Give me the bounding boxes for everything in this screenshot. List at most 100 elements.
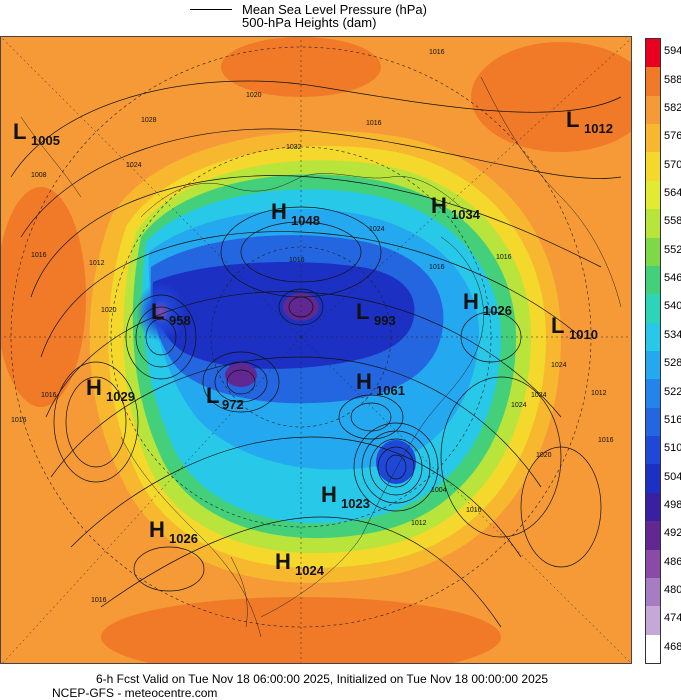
contour-label: 1012 xyxy=(411,520,427,527)
colorbar-segment xyxy=(646,67,660,97)
contour-label: 1020 xyxy=(246,92,262,99)
pressure-center: H 1023 xyxy=(321,482,370,511)
svg-text:1023: 1023 xyxy=(341,496,370,511)
svg-text:993: 993 xyxy=(374,313,396,328)
contour-label: 1024 xyxy=(369,226,385,233)
contour-label: 1016 xyxy=(429,49,445,56)
colorbar-tick-label: 468 xyxy=(664,640,681,653)
svg-text:1026: 1026 xyxy=(169,531,198,546)
height-min-south xyxy=(225,363,257,387)
colorbar-segment xyxy=(646,152,660,182)
contour-label: 1024 xyxy=(531,392,547,399)
colorbar-tick-label: 480 xyxy=(664,584,681,597)
colorbar-segment xyxy=(646,95,660,125)
colorbar-segment xyxy=(646,379,660,409)
pressure-center: H 1029 xyxy=(86,375,135,404)
svg-text:L: L xyxy=(566,107,579,132)
contour-label: 1032 xyxy=(286,144,302,151)
colorbar-tick-label: 510 xyxy=(664,442,681,455)
contour-label: 1016 xyxy=(366,120,382,127)
svg-text:L: L xyxy=(151,299,164,324)
colorbar-tick-label: 570 xyxy=(664,158,681,171)
contour-label: 1016 xyxy=(466,507,482,514)
colorbar-segment xyxy=(646,492,660,522)
contour-label: 1016 xyxy=(91,597,107,604)
pressure-center: H 1026 xyxy=(463,289,512,318)
svg-text:H: H xyxy=(275,549,291,574)
svg-text:1005: 1005 xyxy=(31,133,60,148)
colorbar-segment xyxy=(646,180,660,210)
height-min-east xyxy=(376,440,416,484)
colorbar-segment xyxy=(646,464,660,494)
meridians xyxy=(1,37,631,663)
contour-label: 1004 xyxy=(431,487,447,494)
svg-text:H: H xyxy=(149,517,165,542)
contour-label: 1024 xyxy=(126,162,142,169)
height-colorbar xyxy=(645,38,661,664)
pressure-center: H 1048 xyxy=(271,199,320,228)
colorbar-segment xyxy=(646,407,660,437)
pressure-center: L 1005 xyxy=(13,119,60,148)
colorbar-tick-label: 588 xyxy=(664,73,681,86)
colorbar-segment xyxy=(646,521,660,551)
colorbar-segment xyxy=(646,237,660,267)
height-field-588-ne xyxy=(471,42,631,152)
colorbar-tick-label: 594 xyxy=(664,45,681,58)
contour-labels: 1016 1020 1008 1016 1024 1028 1032 1016 … xyxy=(11,49,614,604)
colorbar-segment xyxy=(646,577,660,607)
svg-text:H: H xyxy=(463,289,479,314)
model-source-text: NCEP-GFS - meteocentre.com xyxy=(52,686,218,700)
pressure-center: L 993 xyxy=(356,299,396,328)
colorbar-tick-label: 498 xyxy=(664,499,681,511)
svg-text:1029: 1029 xyxy=(106,389,135,404)
contour-label: 1024 xyxy=(511,402,527,409)
contour-label: 1020 xyxy=(101,307,117,314)
svg-text:1061: 1061 xyxy=(376,383,405,398)
contour-label: 1016 xyxy=(289,257,305,264)
forecast-valid-text: 6-h Fcst Valid on Tue Nov 18 06:00:00 20… xyxy=(96,672,549,686)
pressure-center: H 1024 xyxy=(275,549,325,578)
svg-text:972: 972 xyxy=(222,397,244,412)
map-legend: Mean Sea Level Pressure (hPa) 500-hPa He… xyxy=(190,2,490,32)
colorbar-tick-label: 516 xyxy=(664,413,681,426)
colorbar-segment xyxy=(646,351,660,380)
colorbar-tick-label: 546 xyxy=(664,272,681,285)
colorbar-tick-label: 564 xyxy=(664,187,681,199)
colorbar-tick-label: 486 xyxy=(664,555,681,568)
weather-map: L 1005 L 1012 H 1048 H 1034 L 958 L 993 H 1026 … xyxy=(0,36,632,664)
svg-text:H: H xyxy=(86,375,102,400)
colorbar-tick-label: 552 xyxy=(664,243,681,256)
heights-legend-label: 500-hPa Heights (dam) xyxy=(242,15,377,30)
svg-text:H: H xyxy=(271,199,287,224)
contour-label: 1016 xyxy=(429,264,445,271)
height-field-504 xyxy=(152,262,415,369)
contour-label: 1012 xyxy=(591,390,607,397)
contour-label: 1024 xyxy=(551,362,567,369)
pressure-center: H 1061 xyxy=(356,369,405,398)
contour-label: 1016 xyxy=(496,254,512,261)
colorbar-tick-label: 540 xyxy=(664,300,681,313)
contour-label: 1016 xyxy=(41,392,57,399)
colorbar-tick-label: 576 xyxy=(664,130,681,143)
colorbar-segment xyxy=(646,265,660,295)
contour-label: 1016 xyxy=(31,252,47,259)
pressure-center: L 1010 xyxy=(551,313,598,342)
mslp-legend-label: Mean Sea Level Pressure (hPa) xyxy=(242,2,427,17)
colorbar-segment xyxy=(646,322,660,352)
colorbar-segment xyxy=(646,209,660,239)
colorbar-tick-label: 474 xyxy=(664,612,681,625)
svg-text:L: L xyxy=(356,299,369,324)
colorbar-segment xyxy=(646,634,660,664)
contour-label: 1012 xyxy=(89,260,105,267)
colorbar-tick-label: 582 xyxy=(664,101,681,114)
contour-label: 1028 xyxy=(141,117,157,124)
pressure-center: H 1034 xyxy=(431,193,481,222)
contour-label: 1016 xyxy=(11,417,27,424)
pressure-center: L 1012 xyxy=(566,107,613,136)
svg-text:1012: 1012 xyxy=(584,121,613,136)
colorbar-tick-label: 528 xyxy=(664,357,681,370)
svg-text:1048: 1048 xyxy=(291,213,320,228)
svg-text:L: L xyxy=(13,119,26,144)
svg-text:H: H xyxy=(431,193,447,218)
colorbar-tick-label: 534 xyxy=(664,328,681,341)
